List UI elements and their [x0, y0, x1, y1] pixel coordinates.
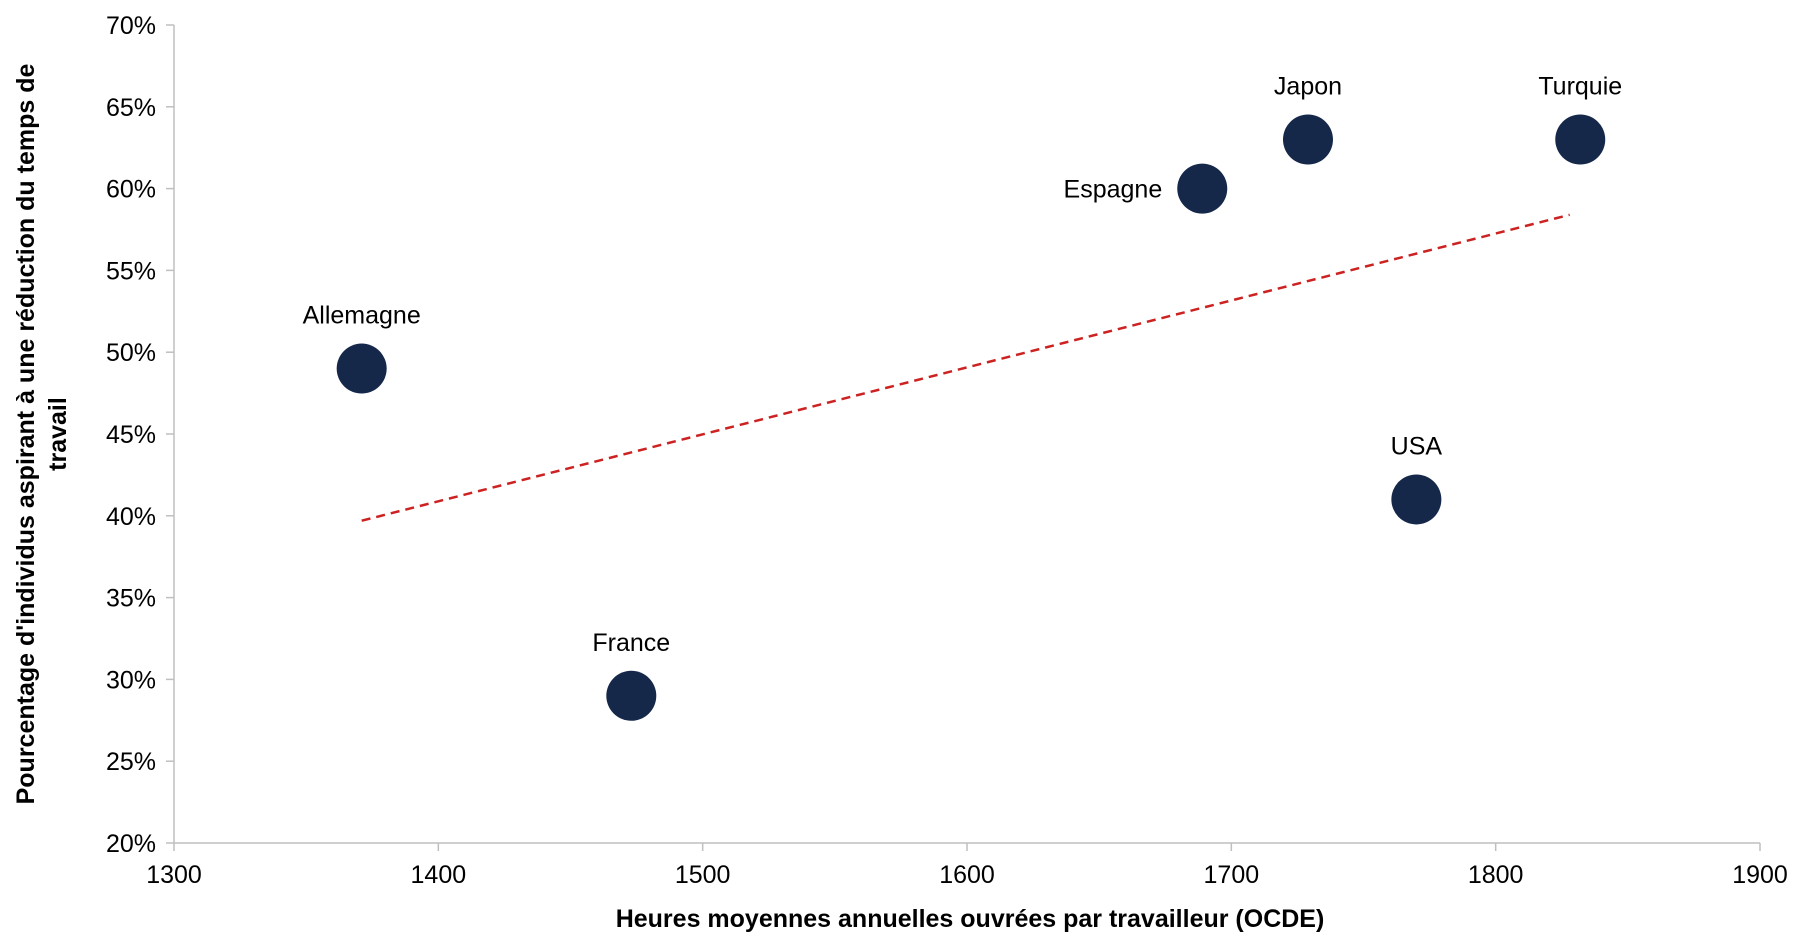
y-tick-label: 25%	[106, 748, 156, 776]
y-tick-label: 35%	[106, 585, 156, 613]
data-point	[336, 343, 387, 394]
y-tick-label: 65%	[106, 94, 156, 122]
y-axis-title: Pourcentage d'individus aspirant à une r…	[12, 64, 72, 805]
data-point-label: USA	[1391, 432, 1443, 460]
y-axis-title-line: Pourcentage d'individus aspirant à une r…	[12, 64, 40, 805]
x-axis: 1300 1400 1500 1600 1700 1800 1900	[146, 842, 1788, 889]
y-tick-label: 70%	[106, 12, 156, 40]
x-tick-label: 1800	[1468, 861, 1524, 889]
data-point	[1555, 114, 1606, 165]
data-point-group: France	[592, 629, 670, 721]
y-axis: 20% 25% 30% 35% 40% 45% 50% 55% 60% 65% 70%	[106, 12, 175, 858]
trendline-layer	[361, 213, 1570, 522]
y-tick-label: 45%	[106, 421, 156, 449]
data-point-group: Espagne	[1064, 163, 1228, 214]
data-point-group: USA	[1391, 432, 1443, 525]
data-point-label: Allemagne	[303, 302, 421, 330]
y-tick-label: 20%	[106, 830, 156, 858]
x-tick-label: 1500	[675, 861, 731, 889]
y-tick-label: 30%	[106, 666, 156, 694]
data-point	[1177, 163, 1228, 214]
data-point-label: Espagne	[1064, 176, 1163, 204]
data-point-group: Allemagne	[303, 302, 421, 394]
data-point-label: France	[592, 629, 670, 657]
x-tick-label: 1600	[939, 861, 995, 889]
data-point	[1282, 114, 1333, 165]
data-point-group: Japon	[1274, 73, 1342, 165]
trendline	[361, 213, 1570, 522]
x-axis-title: Heures moyennes annuelles ouvrées par tr…	[616, 905, 1325, 933]
y-tick-label: 55%	[106, 257, 156, 285]
data-point-group: Turquie	[1538, 73, 1622, 165]
x-tick-label: 1400	[411, 861, 467, 889]
x-tick-label: 1700	[1204, 861, 1260, 889]
x-tick-label: 1900	[1732, 861, 1788, 889]
y-tick-label: 50%	[106, 339, 156, 367]
y-axis-title-line: travail	[44, 397, 72, 471]
points-layer: Allemagne France Espagne Japon USA Turquie	[303, 73, 1622, 721]
x-tick-label: 1300	[146, 861, 202, 889]
data-point	[606, 670, 657, 721]
data-point	[1391, 474, 1442, 525]
data-point-label: Japon	[1274, 73, 1342, 101]
data-point-label: Turquie	[1538, 73, 1622, 101]
y-tick-label: 60%	[106, 176, 156, 204]
y-tick-label: 40%	[106, 503, 156, 531]
